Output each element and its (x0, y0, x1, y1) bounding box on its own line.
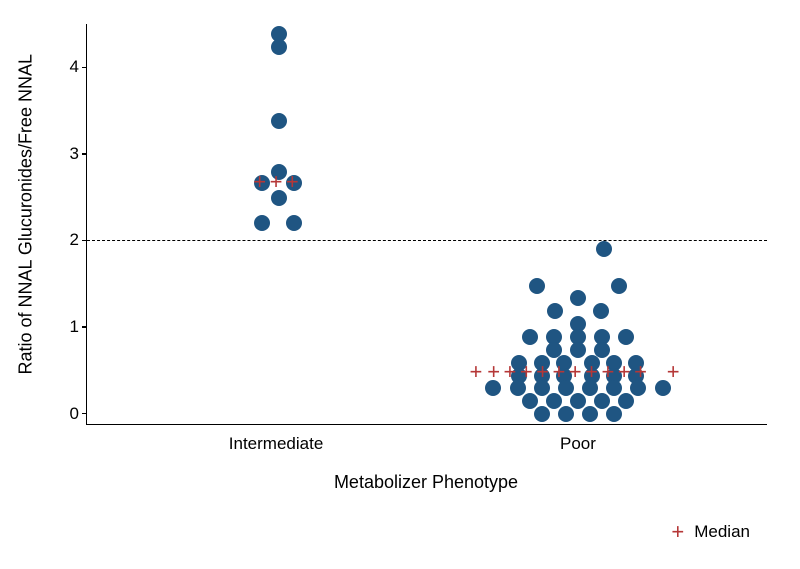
y-tick-label: 4 (70, 57, 87, 77)
data-point (522, 329, 538, 345)
median-marker-icon: + (520, 361, 533, 383)
median-marker-icon: + (253, 171, 266, 193)
median-marker-icon: + (536, 361, 549, 383)
data-point (606, 406, 622, 422)
data-point (522, 393, 538, 409)
median-legend-icon: + (671, 521, 684, 543)
median-marker-icon: + (470, 361, 483, 383)
median-marker-icon: + (270, 171, 283, 193)
legend: + Median (671, 521, 750, 543)
data-point (546, 393, 562, 409)
median-marker-icon: + (667, 361, 680, 383)
data-point (570, 393, 586, 409)
median-marker-icon: + (504, 361, 517, 383)
median-marker-icon: + (618, 361, 631, 383)
data-point (570, 342, 586, 358)
y-tick-label: 1 (70, 317, 87, 337)
data-point (593, 303, 609, 319)
data-point (582, 406, 598, 422)
data-point (271, 113, 287, 129)
median-marker-icon: + (286, 171, 299, 193)
data-point (558, 406, 574, 422)
reference-line (87, 240, 767, 241)
x-tick-label: Intermediate (229, 424, 324, 454)
data-point (594, 393, 610, 409)
median-marker-icon: + (634, 361, 647, 383)
y-tick-label: 3 (70, 144, 87, 164)
chart-container: 01234IntermediatePoor+++++++++++++++ Rat… (0, 0, 800, 569)
data-point (286, 215, 302, 231)
data-point (596, 241, 612, 257)
data-point (271, 39, 287, 55)
median-marker-icon: + (585, 361, 598, 383)
data-point (611, 278, 627, 294)
y-tick-label: 2 (70, 230, 87, 250)
data-point (529, 278, 545, 294)
data-point (618, 329, 634, 345)
data-point (547, 303, 563, 319)
data-point (254, 215, 270, 231)
median-marker-icon: + (569, 361, 582, 383)
x-tick-label: Poor (560, 424, 596, 454)
median-marker-icon: + (487, 361, 500, 383)
plot-area: 01234IntermediatePoor+++++++++++++++ (86, 24, 767, 425)
legend-label: Median (694, 522, 750, 542)
median-marker-icon: + (552, 361, 565, 383)
median-marker-icon: + (601, 361, 614, 383)
data-point (570, 290, 586, 306)
x-axis-title: Metabolizer Phenotype (334, 472, 518, 493)
y-tick-label: 0 (70, 404, 87, 424)
data-point (618, 393, 634, 409)
data-point (534, 406, 550, 422)
y-axis-title: Ratio of NNAL Glucuronides/Free NNAL (16, 75, 37, 375)
